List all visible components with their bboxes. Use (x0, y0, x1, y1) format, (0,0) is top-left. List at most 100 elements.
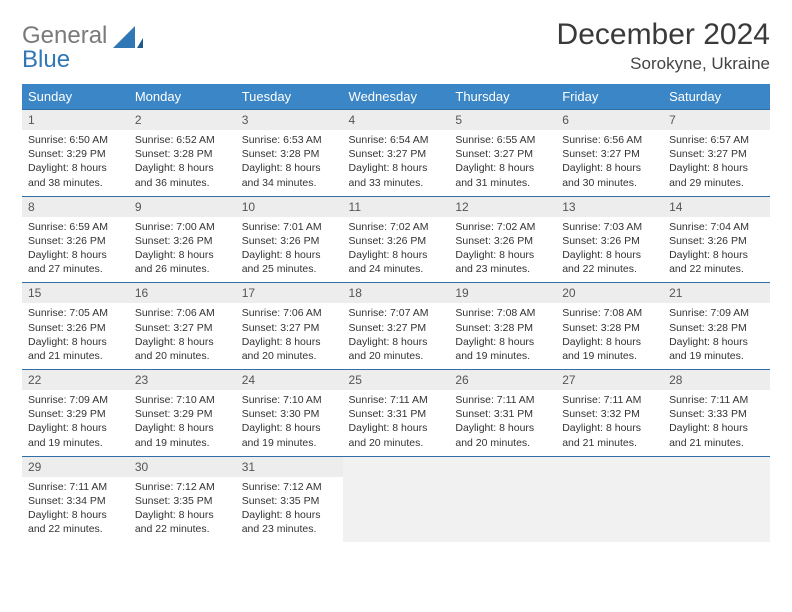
calendar-day-cell: 21Sunrise: 7:09 AMSunset: 3:28 PMDayligh… (663, 283, 770, 370)
day-number: 17 (236, 283, 343, 303)
calendar-day-cell: 8Sunrise: 6:59 AMSunset: 3:26 PMDaylight… (22, 196, 129, 283)
day-body: Sunrise: 7:03 AMSunset: 3:26 PMDaylight:… (556, 217, 663, 283)
sunset-text: Sunset: 3:31 PM (455, 407, 550, 421)
day-body: Sunrise: 7:12 AMSunset: 3:35 PMDaylight:… (236, 477, 343, 543)
sunrise-text: Sunrise: 7:02 AM (455, 220, 550, 234)
sunrise-text: Sunrise: 7:11 AM (669, 393, 764, 407)
weekday-header: Wednesday (343, 84, 450, 110)
day-number: 2 (129, 110, 236, 130)
sunrise-text: Sunrise: 6:55 AM (455, 133, 550, 147)
sunrise-text: Sunrise: 7:01 AM (242, 220, 337, 234)
calendar-week-row: 1Sunrise: 6:50 AMSunset: 3:29 PMDaylight… (22, 110, 770, 197)
sunset-text: Sunset: 3:26 PM (562, 234, 657, 248)
sunrise-text: Sunrise: 7:08 AM (455, 306, 550, 320)
weekday-header: Monday (129, 84, 236, 110)
daylight-text-2: and 21 minutes. (562, 436, 657, 450)
day-number: 11 (343, 197, 450, 217)
sunset-text: Sunset: 3:28 PM (455, 321, 550, 335)
sunrise-text: Sunrise: 7:12 AM (242, 480, 337, 494)
daylight-text-2: and 22 minutes. (28, 522, 123, 536)
logo: General Blue (22, 24, 143, 72)
sunset-text: Sunset: 3:27 PM (669, 147, 764, 161)
day-body: Sunrise: 7:07 AMSunset: 3:27 PMDaylight:… (343, 303, 450, 369)
daylight-text-2: and 19 minutes. (242, 436, 337, 450)
daylight-text-1: Daylight: 8 hours (242, 161, 337, 175)
sunset-text: Sunset: 3:28 PM (242, 147, 337, 161)
daylight-text-2: and 21 minutes. (28, 349, 123, 363)
header: General Blue December 2024 Sorokyne, Ukr… (22, 18, 770, 74)
calendar-week-row: 29Sunrise: 7:11 AMSunset: 3:34 PMDayligh… (22, 456, 770, 542)
sunrise-text: Sunrise: 7:12 AM (135, 480, 230, 494)
month-title: December 2024 (557, 18, 770, 52)
calendar-day-cell: 12Sunrise: 7:02 AMSunset: 3:26 PMDayligh… (449, 196, 556, 283)
calendar-day-cell: 9Sunrise: 7:00 AMSunset: 3:26 PMDaylight… (129, 196, 236, 283)
sunset-text: Sunset: 3:29 PM (28, 407, 123, 421)
day-body: Sunrise: 7:04 AMSunset: 3:26 PMDaylight:… (663, 217, 770, 283)
sunrise-text: Sunrise: 7:05 AM (28, 306, 123, 320)
sunrise-text: Sunrise: 7:11 AM (562, 393, 657, 407)
daylight-text-2: and 36 minutes. (135, 176, 230, 190)
daylight-text-1: Daylight: 8 hours (562, 248, 657, 262)
daylight-text-2: and 27 minutes. (28, 262, 123, 276)
calendar-day-cell: 10Sunrise: 7:01 AMSunset: 3:26 PMDayligh… (236, 196, 343, 283)
calendar-day-cell: 29Sunrise: 7:11 AMSunset: 3:34 PMDayligh… (22, 456, 129, 542)
sunset-text: Sunset: 3:34 PM (28, 494, 123, 508)
weekday-header: Friday (556, 84, 663, 110)
sunrise-text: Sunrise: 7:10 AM (242, 393, 337, 407)
daylight-text-1: Daylight: 8 hours (242, 335, 337, 349)
daylight-text-1: Daylight: 8 hours (562, 335, 657, 349)
daylight-text-2: and 22 minutes. (669, 262, 764, 276)
daylight-text-2: and 23 minutes. (455, 262, 550, 276)
calendar-day-cell: 27Sunrise: 7:11 AMSunset: 3:32 PMDayligh… (556, 370, 663, 457)
day-body: Sunrise: 6:52 AMSunset: 3:28 PMDaylight:… (129, 130, 236, 196)
calendar-week-row: 22Sunrise: 7:09 AMSunset: 3:29 PMDayligh… (22, 370, 770, 457)
day-number: 31 (236, 457, 343, 477)
daylight-text-2: and 33 minutes. (349, 176, 444, 190)
sunrise-text: Sunrise: 7:11 AM (28, 480, 123, 494)
daylight-text-1: Daylight: 8 hours (455, 421, 550, 435)
daylight-text-2: and 30 minutes. (562, 176, 657, 190)
day-number: 14 (663, 197, 770, 217)
day-body: Sunrise: 6:57 AMSunset: 3:27 PMDaylight:… (663, 130, 770, 196)
day-body: Sunrise: 7:09 AMSunset: 3:29 PMDaylight:… (22, 390, 129, 456)
day-number: 3 (236, 110, 343, 130)
day-number: 5 (449, 110, 556, 130)
logo-text-blue: Blue (22, 46, 70, 73)
calendar-day-cell: 31Sunrise: 7:12 AMSunset: 3:35 PMDayligh… (236, 456, 343, 542)
calendar-day-cell: 30Sunrise: 7:12 AMSunset: 3:35 PMDayligh… (129, 456, 236, 542)
sunrise-text: Sunrise: 7:09 AM (28, 393, 123, 407)
sunrise-text: Sunrise: 6:52 AM (135, 133, 230, 147)
day-body: Sunrise: 6:54 AMSunset: 3:27 PMDaylight:… (343, 130, 450, 196)
weekday-header: Thursday (449, 84, 556, 110)
sunset-text: Sunset: 3:27 PM (349, 147, 444, 161)
sunrise-text: Sunrise: 7:08 AM (562, 306, 657, 320)
daylight-text-2: and 19 minutes. (669, 349, 764, 363)
calendar-day-cell: 4Sunrise: 6:54 AMSunset: 3:27 PMDaylight… (343, 110, 450, 197)
daylight-text-1: Daylight: 8 hours (28, 508, 123, 522)
day-number: 12 (449, 197, 556, 217)
sunrise-text: Sunrise: 7:10 AM (135, 393, 230, 407)
calendar-day-cell: 7Sunrise: 6:57 AMSunset: 3:27 PMDaylight… (663, 110, 770, 197)
daylight-text-2: and 20 minutes. (349, 349, 444, 363)
calendar-day-cell: 18Sunrise: 7:07 AMSunset: 3:27 PMDayligh… (343, 283, 450, 370)
day-number: 22 (22, 370, 129, 390)
sunrise-text: Sunrise: 7:11 AM (455, 393, 550, 407)
daylight-text-2: and 26 minutes. (135, 262, 230, 276)
day-number: 26 (449, 370, 556, 390)
daylight-text-1: Daylight: 8 hours (135, 248, 230, 262)
weekday-header: Saturday (663, 84, 770, 110)
sunset-text: Sunset: 3:26 PM (28, 234, 123, 248)
sunset-text: Sunset: 3:29 PM (135, 407, 230, 421)
daylight-text-2: and 25 minutes. (242, 262, 337, 276)
day-body: Sunrise: 7:11 AMSunset: 3:34 PMDaylight:… (22, 477, 129, 543)
day-number: 30 (129, 457, 236, 477)
calendar-table: SundayMondayTuesdayWednesdayThursdayFrid… (22, 84, 770, 542)
day-number: 9 (129, 197, 236, 217)
daylight-text-1: Daylight: 8 hours (349, 161, 444, 175)
daylight-text-2: and 19 minutes. (455, 349, 550, 363)
daylight-text-1: Daylight: 8 hours (455, 248, 550, 262)
sunrise-text: Sunrise: 7:09 AM (669, 306, 764, 320)
calendar-body: 1Sunrise: 6:50 AMSunset: 3:29 PMDaylight… (22, 110, 770, 543)
daylight-text-2: and 34 minutes. (242, 176, 337, 190)
day-body: Sunrise: 7:00 AMSunset: 3:26 PMDaylight:… (129, 217, 236, 283)
